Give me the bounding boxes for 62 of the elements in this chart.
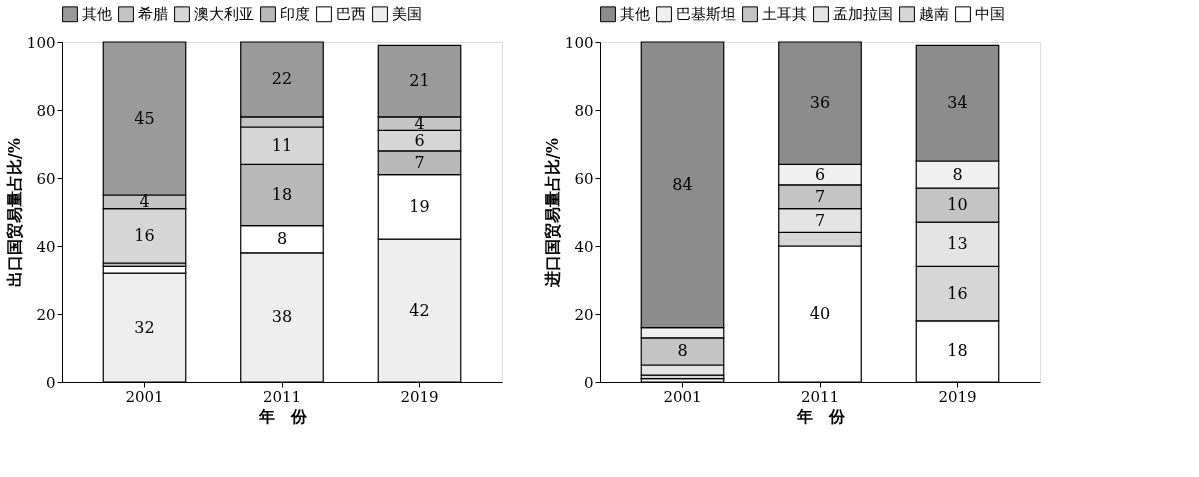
x-tick-label: 2011 [262, 387, 302, 406]
data-label: 6 [814, 164, 826, 184]
legend-label: 越南 [919, 5, 949, 24]
y-tick-label: 0 [45, 373, 56, 392]
data-label: 8 [276, 229, 288, 249]
y-tick-label: 60 [574, 169, 594, 188]
data-label: 21 [409, 71, 430, 91]
data-label: 7 [814, 186, 826, 206]
data-label: 38 [271, 307, 293, 327]
data-label: 22 [271, 69, 293, 89]
data-label: 16 [947, 283, 968, 303]
x-tick-label: 2019 [938, 387, 977, 406]
x-axis-title: 年 份 [795, 406, 846, 426]
legend-label: 其他 [620, 5, 650, 24]
data-label: 7 [414, 152, 425, 172]
y-tick-label: 80 [574, 101, 594, 120]
data-label: 8 [677, 341, 688, 361]
data-label: 4 [414, 113, 425, 133]
data-label: 32 [134, 317, 155, 337]
y-axis-title: 出口国贸易量占比/% [4, 137, 24, 288]
data-label: 40 [809, 304, 831, 323]
data-label: 84 [672, 174, 693, 194]
data-label: 36 [809, 93, 831, 113]
y-tick-label: 0 [583, 373, 594, 392]
legend-label: 孟加拉国 [833, 5, 893, 24]
legend-label: 澳大利亚 [194, 5, 254, 24]
x-tick-label: 2019 [400, 387, 439, 406]
data-label: 19 [409, 196, 430, 216]
legend-label: 土耳其 [762, 5, 807, 24]
data-label: 45 [134, 108, 155, 128]
legend-label: 印度 [280, 5, 310, 24]
y-tick-label: 40 [574, 237, 594, 256]
x-axis-title: 年 份 [257, 406, 308, 426]
y-axis-title: 进口国贸易量占比/% [542, 137, 562, 289]
legend-label: 中国 [975, 5, 1005, 24]
data-label: 16 [134, 225, 155, 245]
data-label: 4 [139, 191, 150, 211]
x-tick-label: 2001 [125, 387, 164, 406]
data-label: 13 [947, 234, 968, 254]
data-label: 11 [271, 135, 293, 155]
data-label: 10 [947, 195, 968, 215]
y-tick-label: 20 [574, 305, 594, 324]
legend-label: 美国 [392, 5, 422, 24]
data-label: 18 [271, 185, 293, 204]
y-tick-label: 40 [36, 237, 56, 256]
data-label: 7 [814, 210, 826, 230]
legend-label: 巴基斯坦 [676, 5, 736, 24]
data-label: 34 [947, 93, 968, 113]
data-label: 18 [947, 341, 968, 361]
y-tick-label: 60 [36, 169, 56, 188]
data-label: 6 [414, 130, 425, 150]
x-tick-label: 2001 [663, 387, 702, 406]
x-tick-label: 2011 [800, 387, 840, 406]
y-tick-label: 20 [36, 305, 56, 324]
y-tick-label: 80 [36, 101, 56, 120]
legend-label: 希腊 [138, 5, 168, 24]
data-label: 42 [409, 300, 430, 320]
legend-label: 巴西 [336, 5, 366, 24]
y-tick-label: 100 [564, 33, 594, 52]
y-tick-label: 100 [26, 33, 56, 52]
legend-label: 其他 [82, 5, 112, 24]
data-label: 8 [952, 164, 963, 184]
